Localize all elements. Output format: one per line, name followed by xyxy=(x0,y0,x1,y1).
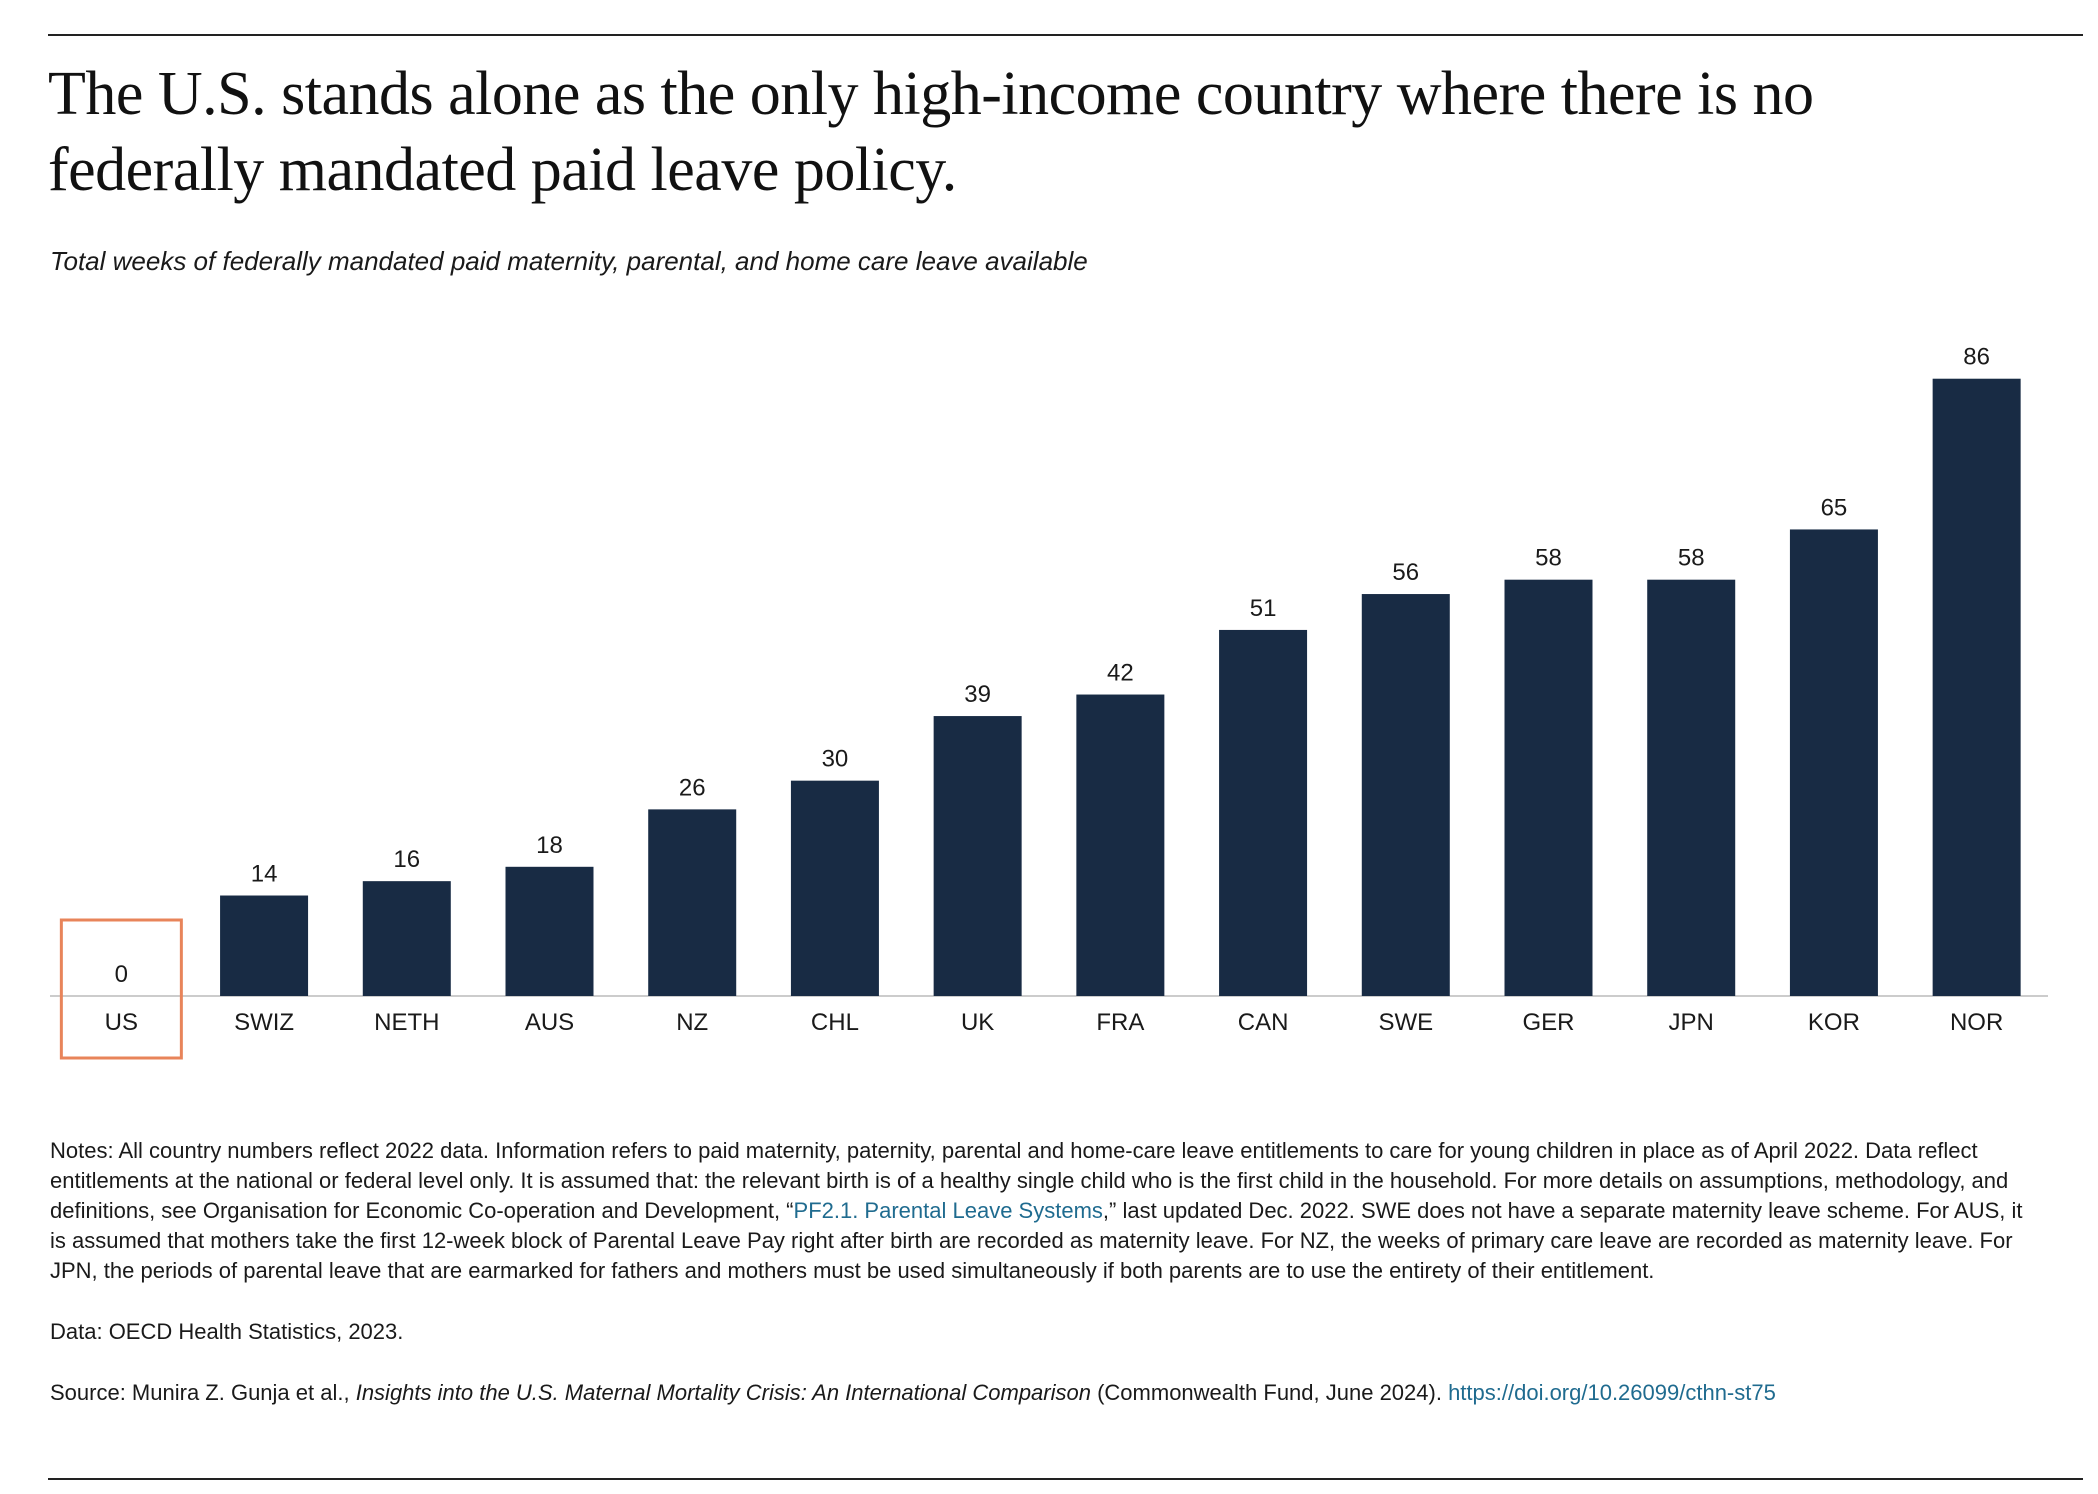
x-tick-label-nz: NZ xyxy=(676,1009,708,1036)
bar-chl xyxy=(790,780,879,996)
doi-link[interactable]: https://doi.org/10.26099/cthn-st75 xyxy=(1448,1380,1776,1405)
source-title: Insights into the U.S. Maternal Mortalit… xyxy=(355,1380,1091,1405)
x-tick-label-swiz: SWIZ xyxy=(234,1009,294,1036)
data-label-kor: 65 xyxy=(1821,494,1848,521)
bar-swe xyxy=(1361,594,1450,996)
bar-swiz xyxy=(220,895,309,996)
bar-chart: 0 US 14 SWIZ 16 NETH 18 AUS 26 NZ 30 CHL 39 UK 42 FRA 51… xyxy=(50,344,2048,1060)
bar-nz xyxy=(648,809,737,996)
x-tick-label-ger: GER xyxy=(1522,1009,1574,1036)
bar-aus xyxy=(505,866,594,996)
top-rule xyxy=(48,34,2083,36)
data-label-uk: 39 xyxy=(964,681,991,708)
bar-can xyxy=(1219,629,1308,996)
chart-subtitle: Total weeks of federally mandated paid m… xyxy=(50,246,1088,276)
notes-section: Notes: All country numbers reflect 2022 … xyxy=(50,1136,2040,1439)
x-tick-label-aus: AUS xyxy=(525,1009,574,1036)
x-tick-label-kor: KOR xyxy=(1808,1009,1860,1036)
data-credit: Data: OECD Health Statistics, 2023. xyxy=(50,1319,404,1344)
x-tick-label-us: US xyxy=(105,1009,138,1036)
x-tick-label-uk: UK xyxy=(961,1009,994,1036)
data-label-chl: 30 xyxy=(822,746,849,773)
x-tick-label-fra: FRA xyxy=(1096,1009,1144,1036)
x-tick-label-can: CAN xyxy=(1238,1009,1289,1036)
x-tick-label-chl: CHL xyxy=(811,1009,859,1036)
bar-ger xyxy=(1504,579,1593,996)
bottom-rule xyxy=(48,1478,2083,1480)
x-tick-label-nor: NOR xyxy=(1950,1009,2003,1036)
data-label-us: 0 xyxy=(115,961,128,988)
source-suffix: (Commonwealth Fund, June 2024). xyxy=(1090,1380,1449,1405)
bar-neth xyxy=(362,881,451,996)
bar-fra xyxy=(1076,694,1165,996)
data-label-neth: 16 xyxy=(393,846,420,873)
x-tick-label-jpn: JPN xyxy=(1669,1009,1714,1036)
notes-paragraph: Notes: All country numbers reflect 2022 … xyxy=(50,1136,2040,1286)
bar-nor xyxy=(1932,378,2021,996)
data-label-nz: 26 xyxy=(679,774,706,801)
data-label-swe: 56 xyxy=(1392,559,1419,586)
data-label-fra: 42 xyxy=(1107,660,1134,687)
source-prefix: Source: Munira Z. Gunja et al., xyxy=(50,1380,356,1405)
chart-title: The U.S. stands alone as the only high-i… xyxy=(48,60,1814,204)
data-label-swiz: 14 xyxy=(251,861,278,888)
data-label-jpn: 58 xyxy=(1678,545,1705,572)
bar-jpn xyxy=(1647,579,1736,996)
parental-leave-systems-link[interactable]: PF2.1. Parental Leave Systems xyxy=(793,1198,1103,1223)
bar-kor xyxy=(1789,529,1878,996)
bar-uk xyxy=(933,716,1022,996)
notes-text: Notes: All country numbers reflect 2022 … xyxy=(50,1138,2009,1223)
x-tick-label-neth: NETH xyxy=(374,1009,439,1036)
source-credit: Source: Munira Z. Gunja et al., Insights… xyxy=(50,1378,2040,1408)
data-label-can: 51 xyxy=(1250,595,1277,622)
data-label-ger: 58 xyxy=(1535,545,1562,572)
x-tick-label-swe: SWE xyxy=(1378,1009,1433,1036)
notes-text-continued: ,” last updated Dec. 2022. SWE does not … xyxy=(50,1198,2023,1283)
data-label-nor: 86 xyxy=(1963,344,1990,371)
highlight-box-us xyxy=(59,918,183,1060)
data-label-aus: 18 xyxy=(536,832,563,859)
